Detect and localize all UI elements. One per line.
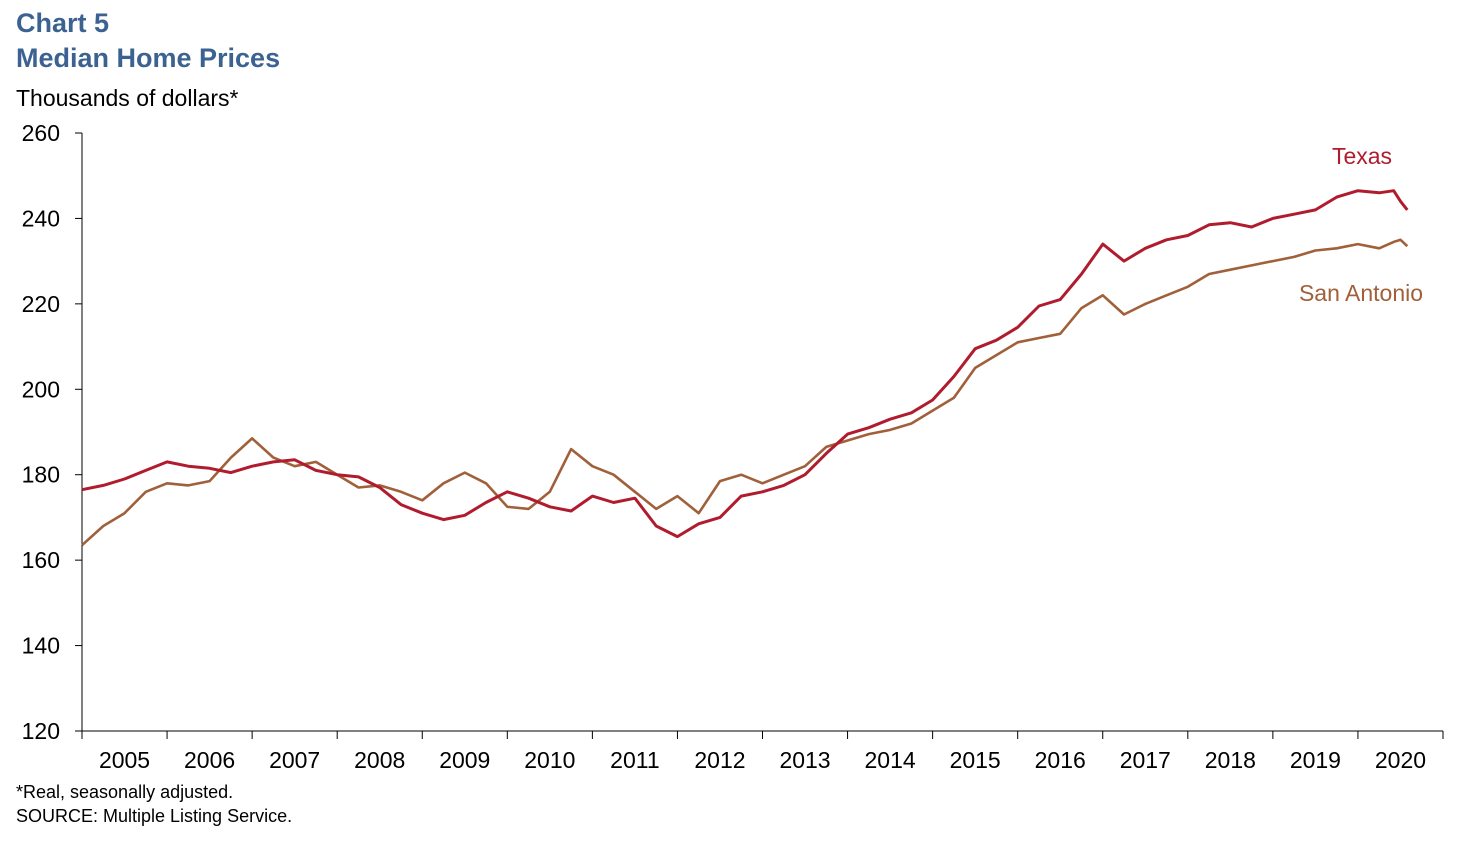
- x-tick-label: 2008: [354, 747, 405, 773]
- y-tick-label: 220: [22, 291, 60, 317]
- x-tick-label: 2020: [1375, 747, 1426, 773]
- y-tick-label: 180: [22, 462, 60, 488]
- chart-title: Median Home Prices: [16, 43, 281, 73]
- x-axis: 2005 2006 2007 2008 2009 2010 2011 2012 2013 2014…: [81, 730, 1444, 773]
- y-axis: 120 140 160 180 200 220 240 260: [22, 120, 83, 744]
- x-tick-label: 2009: [439, 747, 490, 773]
- y-tick-label: 260: [22, 120, 60, 146]
- series-line-texas: [81, 189, 1409, 539]
- source-note: SOURCE: Multiple Listing Service.: [16, 806, 293, 826]
- x-tick-label: 2011: [610, 747, 659, 773]
- y-tick-label: 240: [22, 205, 60, 231]
- x-tick-label: 2013: [779, 747, 830, 773]
- y-axis-label: Thousands of dollars*: [16, 85, 239, 111]
- chart-number: Chart 5: [16, 8, 110, 38]
- y-tick-label: 200: [22, 376, 60, 402]
- series-labels: Texas San Antonio: [1299, 143, 1423, 306]
- x-tick-label: 2007: [269, 747, 320, 773]
- x-tick-label: 2012: [694, 747, 745, 773]
- y-tick-label: 160: [22, 547, 60, 573]
- series-lines: [81, 189, 1409, 547]
- x-tick-label: 2018: [1205, 747, 1256, 773]
- y-tick-label: 140: [22, 633, 60, 659]
- series-label-texas: Texas: [1332, 143, 1392, 169]
- y-tick-label: 120: [22, 718, 60, 744]
- footnote: *Real, seasonally adjusted.: [16, 782, 234, 802]
- series-label-san-antonio: San Antonio: [1299, 280, 1423, 306]
- x-tick-label: 2010: [524, 747, 575, 773]
- x-tick-label: 2005: [99, 747, 150, 773]
- x-tick-label: 2014: [865, 747, 916, 773]
- x-tick-label: 2017: [1120, 747, 1171, 773]
- series-line-san-antonio: [81, 238, 1409, 547]
- x-tick-label: 2006: [184, 747, 235, 773]
- x-tick-label: 2019: [1290, 747, 1341, 773]
- x-tick-label: 2015: [950, 747, 1001, 773]
- x-tick-label: 2016: [1035, 747, 1086, 773]
